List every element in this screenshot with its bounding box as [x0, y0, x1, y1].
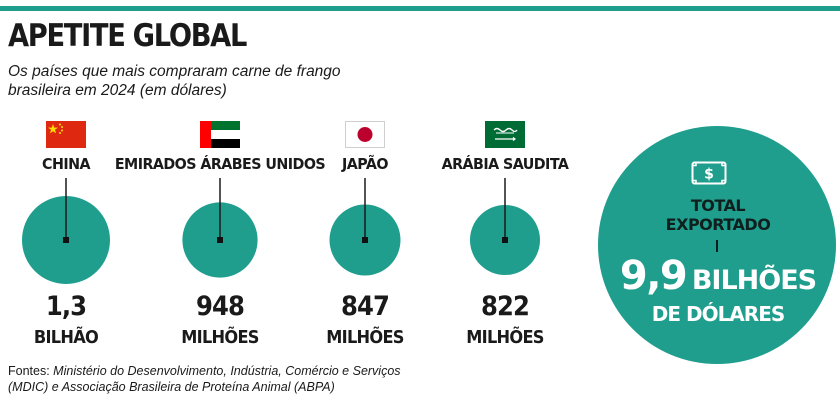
value-unit-label: MILHÕES — [181, 327, 259, 348]
center-marker — [502, 237, 508, 243]
total-amount: 9,9 BILHÕES — [606, 253, 830, 299]
dollar-bill-icon: $ — [691, 161, 727, 190]
total-label: TOTAL EXPORTADO — [665, 196, 771, 234]
source-text: Ministério do Desenvolvimento, Indústria… — [8, 364, 401, 394]
country-label: CHINA — [42, 155, 90, 173]
source-note: Fontes: Ministério do Desenvolvimento, I… — [8, 364, 428, 395]
value-unit-label: MILHÕES — [466, 327, 544, 348]
total-number: 9,9 — [619, 253, 688, 299]
value-label: 822 — [480, 291, 530, 322]
uae-flag-icon — [200, 121, 240, 148]
center-marker — [217, 237, 223, 243]
country-label: ARÁBIA SAUDITA — [441, 155, 569, 173]
page-title: APETITE GLOBAL — [8, 18, 247, 54]
total-number-unit: BILHÕES — [691, 265, 817, 296]
source-label: Fontes: — [8, 364, 54, 378]
value-label: 948 — [195, 291, 245, 322]
value-unit-label: MILHÕES — [326, 327, 404, 348]
total-divider — [716, 240, 718, 252]
value-label: 1,3 — [45, 291, 87, 322]
center-marker — [63, 237, 69, 243]
value-unit-label: BILHÃO — [33, 327, 99, 348]
china-flag-icon — [46, 121, 86, 148]
country-label: EMIRADOS ÁRABES UNIDOS — [114, 155, 326, 173]
center-marker — [362, 237, 368, 243]
country-label: JAPÃO — [342, 155, 388, 173]
top-accent-bar — [0, 6, 840, 11]
total-currency: DE DÓLARES — [651, 302, 786, 326]
japan-flag-icon — [345, 121, 385, 148]
saudi-arabia-flag-icon — [485, 121, 525, 148]
svg-text:$: $ — [704, 167, 714, 183]
value-label: 847 — [340, 291, 390, 322]
page-subtitle: Os países que mais compraram carne de fr… — [8, 63, 341, 99]
